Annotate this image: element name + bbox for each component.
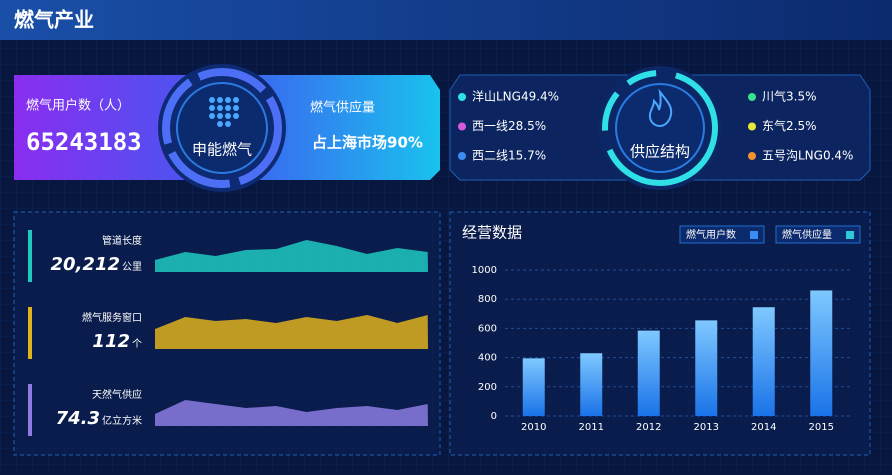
bar	[522, 358, 545, 416]
center-disc	[176, 82, 268, 174]
metric-wave	[155, 400, 428, 426]
structure-label: 供应结构	[630, 143, 690, 161]
structure-ring	[602, 70, 718, 186]
y-tick-label: 400	[478, 353, 497, 364]
legend-label: 燃气用户数	[686, 228, 736, 241]
legend-swatch	[750, 231, 758, 239]
bar	[637, 330, 660, 416]
metric-unit: 个	[132, 338, 142, 350]
chart-title: 经营数据	[462, 224, 522, 242]
legend-dot	[748, 93, 756, 101]
bar	[580, 353, 603, 416]
bar	[695, 320, 718, 416]
x-tick-label: 2011	[579, 422, 604, 433]
metric-value: 20,212	[51, 254, 120, 275]
legend-dot	[458, 93, 466, 101]
x-tick-label: 2010	[521, 422, 546, 433]
legend-box	[679, 225, 765, 244]
legend-dot	[748, 152, 756, 160]
center-icon	[209, 97, 239, 127]
metric-accent	[28, 384, 32, 436]
header-title: 燃气产业	[14, 8, 94, 32]
y-tick-label: 200	[478, 382, 497, 393]
x-tick-label: 2015	[809, 422, 834, 433]
legend-label: 洋山LNG49.4%	[472, 89, 559, 104]
metric-wave	[155, 240, 428, 272]
x-tick-label: 2012	[636, 422, 661, 433]
center-ring	[162, 68, 282, 188]
metric-accent	[28, 307, 32, 359]
supply-value: 占上海市场90%	[312, 134, 423, 152]
x-tick-label: 2013	[694, 422, 719, 433]
legend-label: 五号沟LNG0.4%	[762, 149, 853, 163]
y-tick-label: 600	[478, 323, 497, 334]
metric-label: 燃气服务窗口	[82, 311, 142, 324]
metric-wave	[155, 315, 428, 349]
y-tick-label: 800	[478, 294, 497, 305]
x-tick-label: 2014	[751, 422, 776, 433]
metric-value: 112	[92, 331, 130, 352]
metric-unit: 亿立方米	[102, 414, 142, 427]
metric-unit: 公里	[122, 261, 142, 273]
supply-label: 燃气供应量	[310, 100, 375, 116]
legend-dot	[458, 122, 466, 131]
users-label: 燃气用户数（人）	[26, 98, 130, 114]
legend-label: 西二线15.7%	[472, 149, 546, 163]
legend-label: 燃气供应量	[782, 228, 832, 241]
legend-label: 西一线28.5%	[472, 119, 546, 133]
header-bar	[0, 0, 892, 40]
legend-label: 东气2.5%	[762, 118, 817, 133]
users-value: 65243183	[26, 128, 142, 156]
legend-box	[775, 225, 861, 244]
bar	[752, 307, 775, 416]
metric-label: 管道长度	[102, 234, 142, 247]
flame-icon	[648, 88, 673, 128]
center-label: 申能燃气	[192, 141, 252, 159]
metric-label: 天然气供应	[92, 388, 142, 401]
y-tick-label: 1000	[472, 265, 497, 276]
metric-value: 74.3	[56, 408, 100, 429]
chart-panel	[449, 211, 871, 456]
legend-label: 川气3.5%	[762, 89, 817, 104]
y-tick-label: 0	[491, 411, 497, 422]
bar	[810, 290, 833, 416]
structure-inner	[615, 83, 705, 173]
legend-swatch	[846, 231, 854, 239]
legend-dot	[458, 152, 466, 160]
legend-dot	[748, 122, 756, 131]
metric-accent	[28, 230, 32, 282]
